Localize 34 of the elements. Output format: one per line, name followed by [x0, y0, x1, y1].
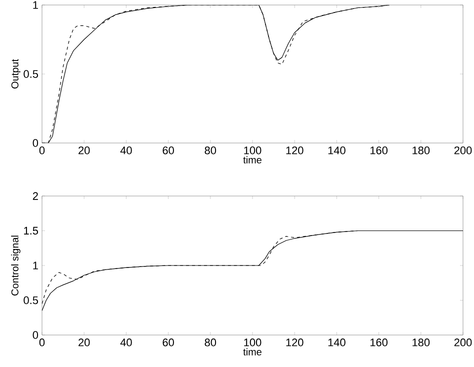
- y-axis-title: Output: [11, 59, 20, 88]
- x-tick-label: 100: [244, 338, 262, 346]
- x-tick-label: 120: [286, 338, 304, 346]
- x-tick-label: 160: [370, 146, 388, 154]
- y-tick-label: 0.5: [24, 70, 38, 78]
- x-tick-label: 80: [204, 338, 216, 346]
- x-tick-label: 20: [78, 338, 90, 346]
- y-tick-label: 0: [32, 139, 38, 147]
- x-tick-label: 40: [120, 146, 132, 154]
- x-tick-label: 200: [454, 146, 472, 154]
- x-tick-label: 0: [39, 146, 45, 154]
- x-tick-label: 80: [204, 146, 216, 154]
- x-tick-label: 100: [244, 146, 262, 154]
- x-tick-label: 60: [162, 338, 174, 346]
- x-tick-label: 180: [412, 338, 430, 346]
- x-tick-label: 140: [328, 146, 346, 154]
- x-tick-label: 160: [370, 338, 388, 346]
- y-tick-label: 1: [33, 262, 38, 270]
- x-tick-label: 120: [286, 146, 304, 154]
- x-tick-label: 0: [39, 338, 45, 346]
- y-tick-label: 0: [32, 331, 38, 339]
- x-tick-label: 180: [412, 146, 430, 154]
- x-tick-label: 60: [162, 146, 174, 154]
- y-tick-label: 1: [33, 1, 38, 9]
- x-tick-label: 20: [78, 146, 90, 154]
- y-tick-label: 2: [32, 192, 38, 200]
- y-axis-title: Control signal: [11, 236, 20, 296]
- y-tick-label: 0.5: [24, 296, 38, 304]
- x-tick-label: 40: [120, 338, 132, 346]
- x-axis-title: time: [243, 348, 262, 356]
- x-tick-label: 140: [328, 338, 346, 346]
- y-tick-label: 1.5: [24, 226, 38, 235]
- x-tick-label: 200: [454, 338, 472, 346]
- x-axis-title: time: [243, 156, 262, 164]
